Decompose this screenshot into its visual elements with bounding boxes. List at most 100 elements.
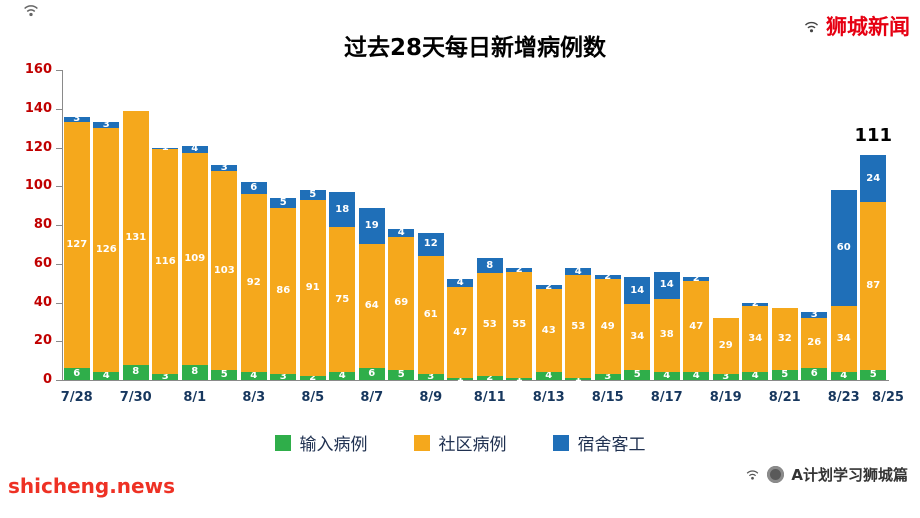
bar-segment: 24	[860, 155, 887, 202]
legend-item: 宿舍客工	[552, 430, 646, 455]
bar-value-label: 19	[364, 219, 379, 231]
chart-title: 过去28天每日新增病例数	[343, 35, 606, 61]
bar-segment: 5	[388, 370, 415, 380]
bar-value-label: 34	[630, 331, 645, 343]
y-axis-tick-mark	[56, 70, 62, 71]
bar-value-label: 4	[338, 370, 346, 382]
bar-value-label: 87	[866, 280, 881, 292]
legend-swatch	[552, 434, 569, 451]
y-axis-tick-mark	[56, 147, 62, 149]
bar-value-label: 60	[836, 242, 851, 254]
y-axis-tick-mark	[56, 380, 62, 381]
legend-item: 社区病例	[413, 430, 507, 455]
credit-logo-icon	[767, 466, 785, 483]
bar-segment: 92	[240, 194, 267, 373]
bar-segment: 3	[712, 371, 739, 383]
bar-value-label: 5	[781, 369, 789, 381]
bar-value-label: 55	[512, 318, 527, 330]
bar-value-label: 1	[456, 373, 464, 385]
bar-segment: 4	[535, 370, 562, 382]
bar-value-label: 2	[309, 372, 317, 384]
y-axis-tick-label: 120	[24, 139, 52, 155]
y-axis-tick-label: 20	[33, 333, 52, 349]
bar-segment: 2	[683, 274, 710, 284]
bar-value-label: 6	[810, 368, 818, 380]
y-axis-tick-label: 160	[24, 62, 52, 77]
bar-segment: 6	[240, 182, 267, 194]
brand-name: 狮城新闻	[826, 15, 910, 39]
bar-segment: 5	[860, 369, 887, 381]
bar-value-label: 3	[161, 371, 169, 383]
bar-segment: 2	[299, 372, 326, 384]
bar-segment: 49	[594, 279, 621, 375]
x-axis-tick-label: 8/5	[301, 390, 325, 405]
bar-value-label: 5	[309, 188, 317, 200]
bar-segment: 2	[476, 372, 503, 384]
bar-value-label: 14	[630, 284, 645, 296]
x-axis-line	[62, 380, 889, 381]
y-axis-tick-label: 40	[33, 294, 52, 310]
bar-segment: 3	[93, 120, 120, 130]
bar-segment: 32	[771, 308, 798, 371]
bar-value-label: 8	[486, 259, 494, 271]
bar-value-label: 1	[574, 373, 582, 385]
y-axis-tick-label: 140	[24, 100, 52, 116]
bar-value-label: 3	[73, 113, 81, 125]
legend-label: 社区病例	[438, 435, 507, 455]
y-axis-line	[62, 70, 63, 381]
bar-value-label: 3	[604, 371, 612, 383]
legend-label: 输入病例	[299, 435, 368, 455]
bar-value-label: 4	[456, 277, 464, 289]
bar-segment: 64	[358, 244, 385, 369]
x-axis-tick-label: 7/30	[119, 390, 152, 405]
bar-value-label: 4	[250, 370, 258, 382]
signal-icon	[22, 2, 40, 18]
bar-segment: 47	[447, 287, 474, 379]
y-axis-tick-mark	[56, 108, 62, 110]
bar-segment: 4	[388, 227, 415, 237]
bar-segment: 3	[270, 372, 297, 382]
x-axis-tick-label: 8/11	[473, 390, 506, 405]
bar-value-label: 47	[453, 326, 468, 338]
credit-signal-icon	[745, 468, 760, 481]
bar-value-label: 29	[718, 340, 733, 352]
bar-segment: 55	[506, 271, 533, 379]
bar-value-label: 32	[777, 333, 792, 345]
bar-segment: 116	[152, 149, 179, 375]
bar-value-label: 2	[751, 298, 759, 310]
bar-value-label: 34	[748, 333, 763, 345]
bar-segment: 103	[211, 170, 238, 371]
bar-value-label: 5	[869, 369, 877, 381]
bar-segment: 109	[181, 153, 208, 365]
bar-segment: 8	[181, 364, 208, 380]
y-axis-tick-label: 0	[42, 372, 52, 387]
bar-value-label: 8	[191, 366, 199, 378]
bar-value-label: 131	[125, 231, 147, 243]
bar-value-label: 3	[722, 371, 730, 383]
bar-value-label: 14	[659, 279, 674, 291]
bar-value-label: 6	[368, 368, 376, 380]
bar-value-label: 26	[807, 337, 822, 349]
watermark: shicheng.news	[8, 474, 175, 498]
bar-value-label: 24	[866, 172, 881, 184]
credit-badge: A计划学习狮城篇	[745, 464, 908, 485]
bar-value-label: 2	[604, 271, 612, 283]
bar-value-label: 92	[246, 277, 261, 289]
x-axis-tick-label: 8/7	[360, 390, 384, 405]
bar-value-label: 2	[486, 372, 494, 384]
bar-segment: 1	[565, 374, 592, 384]
bar-segment: 4	[240, 370, 267, 382]
y-axis-tick-mark	[56, 341, 62, 343]
bar-segment: 47	[683, 281, 710, 373]
bar-segment: 5	[771, 369, 798, 381]
bar-value-label: 49	[600, 320, 615, 332]
bar-value-label: 43	[541, 324, 556, 336]
bar-segment: 2	[742, 299, 769, 309]
bar-segment: 12	[417, 232, 444, 256]
bar-segment: 6	[801, 368, 828, 380]
bar-value-label: 4	[545, 370, 553, 382]
bar-segment: 34	[624, 304, 651, 371]
bar-value-label: 75	[335, 293, 350, 305]
